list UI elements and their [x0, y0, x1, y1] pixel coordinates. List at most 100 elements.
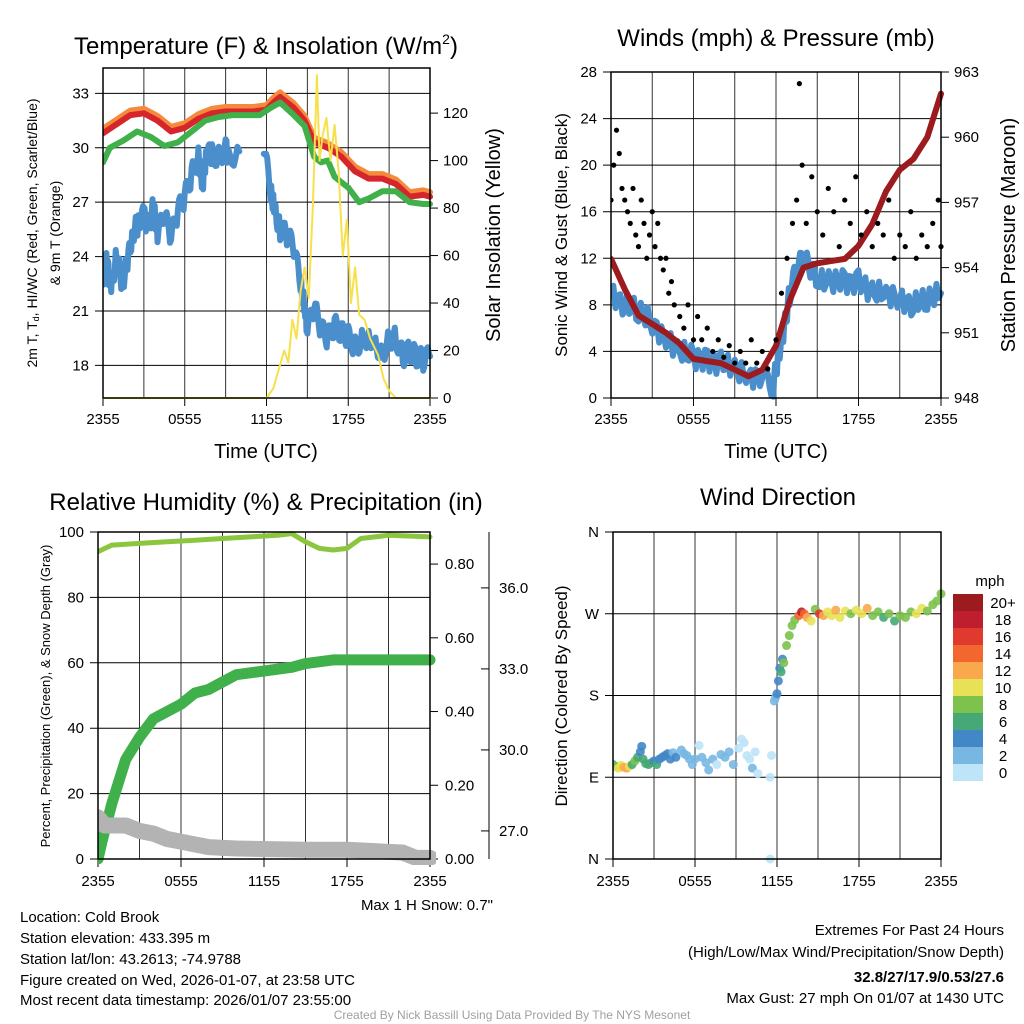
plot-frame: [612, 531, 942, 860]
y-tick-label: 8: [589, 297, 597, 314]
legend-label: 0: [999, 765, 1007, 782]
y2-tick-label: 963: [954, 64, 979, 81]
gust-point: [633, 232, 639, 238]
y-tick-label: 20: [67, 786, 84, 803]
x-tick-label: 0555: [677, 411, 710, 428]
wind-chart-title: Winds (mph) & Pressure (mb): [617, 25, 934, 52]
series-precipitation: [98, 654, 436, 865]
series-station-pressure: [611, 90, 944, 380]
wind-direction-point: [671, 752, 681, 762]
wind-direction-point: [745, 754, 755, 764]
y3-tick-label: 36.0: [499, 580, 528, 597]
created: Figure created on Wed, 2026-01-07, at 23…: [20, 972, 355, 989]
wind-direction-point: [772, 689, 782, 699]
y-tick-label: 0: [76, 851, 84, 868]
series-snow-depth: [98, 809, 436, 865]
gust-point: [613, 127, 620, 133]
gust-point: [880, 232, 886, 238]
y-tick-label: 4: [589, 343, 597, 360]
y2-tick-label: 0.40: [445, 704, 474, 721]
y2-tick-label: 100: [443, 153, 468, 170]
legend-label: 10: [995, 680, 1012, 697]
y-tick-label: 20: [580, 157, 597, 174]
wind-direction-point: [701, 758, 711, 768]
wind-x-label: Time (UTC): [724, 441, 828, 463]
recent-timestamp: Most recent data timestamp: 2026/01/07 2…: [20, 992, 351, 1009]
y2-tick-label: 120: [443, 105, 468, 122]
y-tick-label: 27: [72, 194, 89, 211]
wind-direction-point: [900, 612, 910, 622]
legend-label: 8: [999, 697, 1007, 714]
series-solar-insolation: [103, 74, 431, 399]
rh-y-label: Percent, Precipitation (Green), & Snow D…: [38, 545, 53, 848]
location: Location: Cold Brook: [20, 909, 160, 926]
wind-direction-point: [753, 769, 763, 779]
gust-point: [847, 220, 853, 226]
x-tick-label: 1155: [250, 411, 282, 428]
y-tick-label: 80: [67, 589, 84, 606]
legend-swatch: [953, 747, 983, 764]
wind-direction-point: [932, 596, 942, 606]
y-tick-label: 28: [580, 64, 597, 81]
gust-point: [635, 244, 642, 250]
x-tick-label: 1755: [842, 873, 875, 890]
gust-point: [803, 220, 809, 226]
gust-point: [789, 220, 796, 226]
gust-point: [660, 267, 666, 273]
y2-tick-label: 0.60: [445, 630, 474, 647]
y-tick-label: 100: [59, 524, 84, 541]
wind-direction-point: [857, 609, 867, 619]
gust-point: [668, 278, 675, 285]
gust-point: [622, 197, 628, 203]
legend-swatch: [953, 679, 983, 696]
gust-point: [721, 354, 727, 360]
gust-point: [778, 290, 785, 296]
x-tick-label: 2355: [596, 873, 629, 890]
gust-point: [759, 348, 765, 355]
gust-point: [652, 244, 658, 250]
y-tick-label: 40: [67, 720, 84, 737]
extremes-subtitle: (High/Low/Max Wind/Precipitation/Snow De…: [688, 944, 1004, 961]
wind-direction-point: [690, 754, 700, 764]
wind-chart: 2355 0555 1155 1755 2355 0 4 8 12 16 20 24 28 948 951 9…: [580, 64, 979, 428]
wind-direction-point: [712, 760, 722, 770]
gust-point: [710, 348, 716, 355]
plot-area: [103, 74, 433, 399]
extremes: Extremes For Past 24 Hours (High/Low/Max…: [688, 922, 1004, 1007]
gust-point: [794, 197, 800, 203]
gust-point: [875, 220, 881, 226]
x-tick-label: 2355: [413, 411, 446, 428]
y-tick-label: 24: [580, 111, 597, 128]
gust-point: [864, 209, 870, 215]
y2-tick-label: 0.00: [445, 851, 474, 868]
series-9m-t: [103, 89, 433, 196]
wind-direction-point: [890, 616, 900, 626]
wind-direction-point: [779, 658, 789, 668]
gust-point: [616, 150, 622, 157]
gust-point: [796, 81, 802, 87]
gust-point: [671, 302, 677, 308]
gust-point: [644, 255, 650, 261]
gust-point: [657, 255, 664, 261]
legend-swatch: [953, 645, 983, 662]
gust-point: [646, 232, 653, 238]
temp-y-label-line2: & 9m T (Orange): [47, 181, 63, 286]
x-tick-label: 2355: [86, 411, 119, 428]
y3-tick-label: 30.0: [499, 742, 528, 759]
x-tick-label: 1755: [842, 411, 875, 428]
wind-direction-point: [862, 603, 872, 613]
temp-x-label: Time (UTC): [214, 441, 318, 463]
gust-point: [663, 255, 669, 261]
gust-point: [784, 255, 790, 261]
y-tick-label: S: [589, 688, 599, 705]
gust-point: [754, 360, 760, 366]
y2-tick-label: 960: [954, 129, 979, 146]
dir-chart: 2355 0555 1155 1755 2355 N E S W N 024681012141618…: [585, 524, 1016, 890]
legend-label: 20+: [990, 595, 1016, 612]
wind-direction-point: [782, 641, 792, 651]
wind-direction-point: [884, 609, 894, 619]
temp-chart-title: Temperature (F) & Insolation (W/m2): [74, 31, 458, 60]
wind-y2-label: Station Pressure (Maroon): [998, 118, 1020, 353]
